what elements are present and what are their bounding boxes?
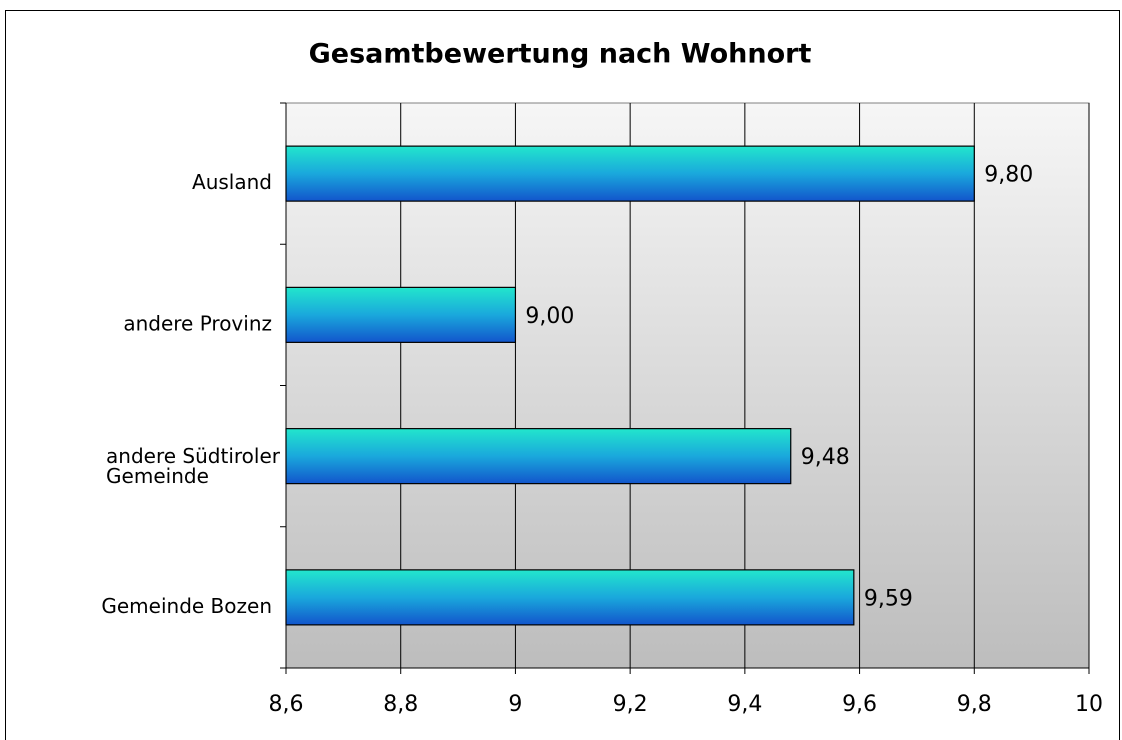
x-tick-label: 9,8 (957, 692, 992, 717)
bar (285, 569, 855, 626)
value-label: 9,00 (525, 304, 574, 329)
value-label: 9,48 (801, 445, 850, 470)
y-tick-label: andere Provinz (123, 311, 272, 335)
bar (285, 145, 975, 202)
y-tick-label: Ausland (192, 170, 272, 194)
bar (285, 428, 792, 485)
x-tick-label: 9,2 (613, 692, 648, 717)
x-tick-label: 9 (508, 692, 522, 717)
x-tick-label: 8,6 (269, 692, 304, 717)
chart-title: Gesamtbewertung nach Wohnort (309, 39, 812, 70)
value-label: 9,80 (984, 163, 1033, 188)
y-tick-label: andere Südtiroler Gemeinde (106, 444, 281, 488)
x-tick-label: 10 (1075, 692, 1103, 717)
x-tick-label: 9,4 (727, 692, 762, 717)
x-tick-label: 9,6 (842, 692, 877, 717)
y-tick-label: Gemeinde Bozen (101, 594, 272, 618)
value-label: 9,59 (864, 586, 913, 611)
bar (285, 286, 517, 343)
x-tick-label: 8,8 (383, 692, 418, 717)
